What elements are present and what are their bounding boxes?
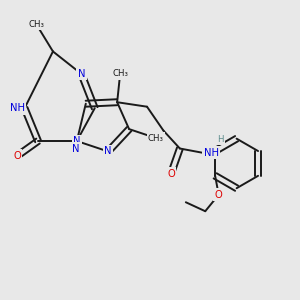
- Text: N: N: [78, 69, 85, 79]
- Text: N: N: [72, 143, 79, 154]
- Text: N: N: [104, 146, 112, 157]
- Text: O: O: [167, 169, 175, 179]
- Text: CH₃: CH₃: [112, 69, 128, 78]
- Text: NH: NH: [204, 148, 219, 158]
- Text: N: N: [73, 136, 81, 146]
- Text: CH₃: CH₃: [28, 20, 44, 29]
- Text: CH₃: CH₃: [148, 134, 164, 142]
- Text: H: H: [217, 135, 224, 144]
- Text: O: O: [13, 151, 21, 161]
- Text: O: O: [215, 190, 223, 200]
- Text: NH: NH: [10, 103, 25, 113]
